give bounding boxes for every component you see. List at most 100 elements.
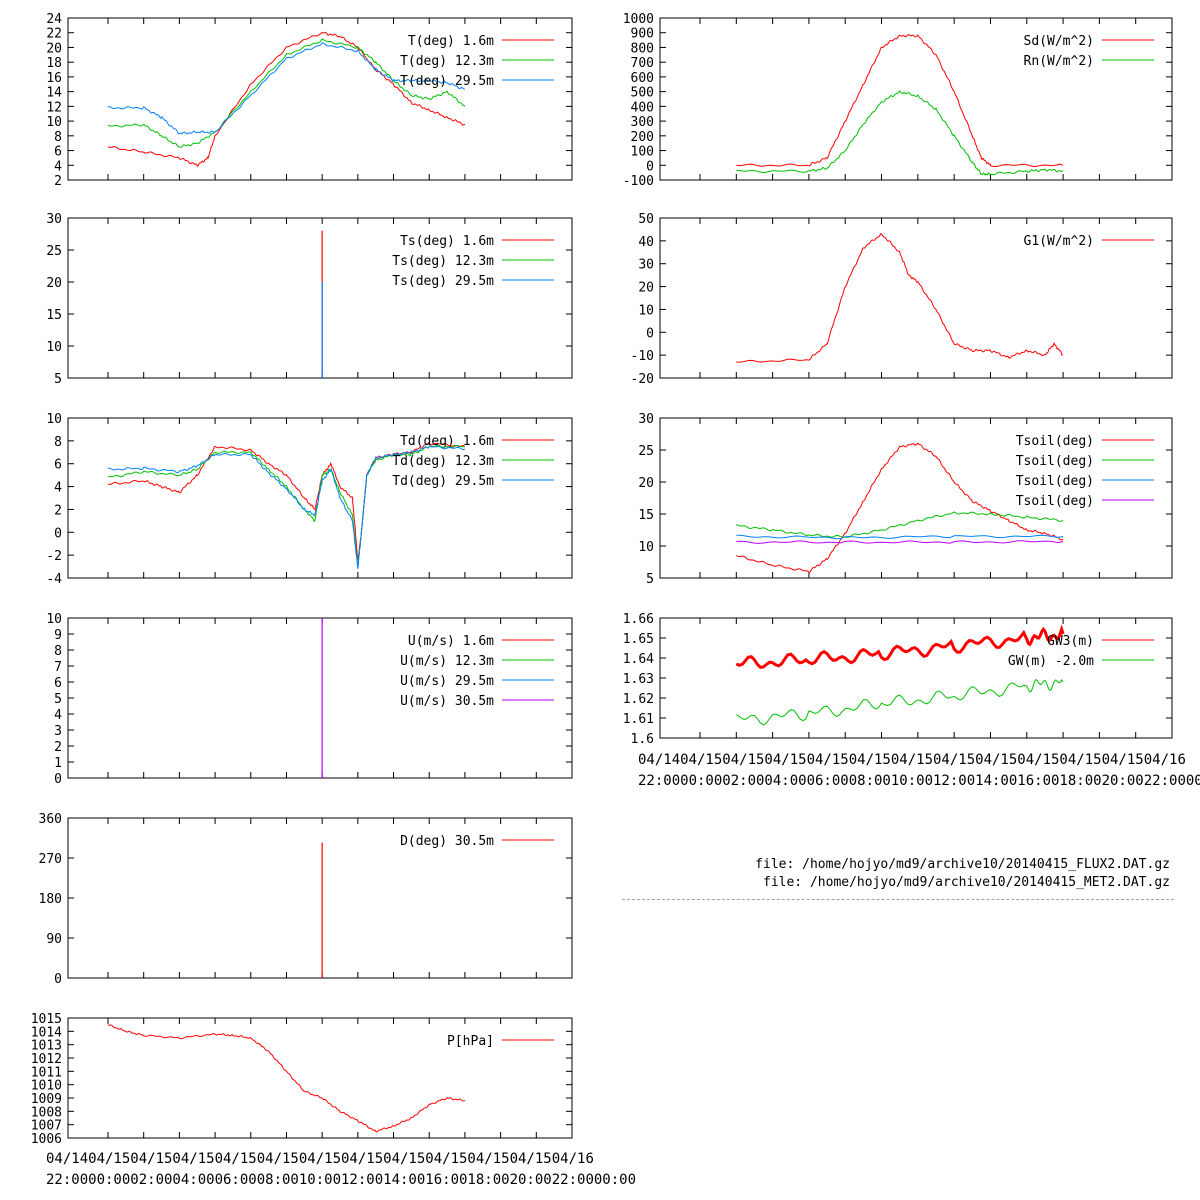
y-tick-label: 4: [54, 481, 62, 496]
series-line: [108, 445, 466, 569]
legend-label: U(m/s) 1.6m: [408, 634, 494, 649]
y-tick-label: 700: [631, 56, 654, 71]
x-tick-label-date: 04/1404/1504/1504/1504/1504/1504/1504/15…: [638, 752, 1186, 768]
series-line: [736, 678, 1064, 726]
legend-label: Sd(W/m^2): [1024, 34, 1094, 49]
y-tick-label: 10: [46, 412, 62, 427]
y-tick-label: 30: [46, 212, 62, 227]
y-tick-label: 10: [46, 612, 62, 627]
plot-frame: [67, 17, 573, 181]
y-tick-label: 12: [46, 100, 62, 115]
y-tick-label: 25: [638, 444, 654, 459]
y-tick-label: 8: [54, 435, 62, 450]
y-tick-label: 10: [46, 115, 62, 130]
legend-label: P[hPa]: [447, 1034, 494, 1049]
y-tick-label: 5: [646, 572, 654, 587]
chart-pressure: 1006100710081009101010111012101310141015…: [31, 1012, 573, 1147]
y-tick-label: 1000: [623, 12, 654, 27]
y-tick-label: 40: [638, 235, 654, 250]
y-tick-label: 1007: [31, 1119, 62, 1134]
y-tick-label: -2: [46, 549, 62, 564]
y-tick-label: 30: [638, 258, 654, 273]
y-tick-label: 1014: [31, 1025, 62, 1040]
y-tick-label: 15: [638, 508, 654, 523]
chart-ground-heat-flux: -20 -10 0 10 20 30 40 50 G1(W/m^2): [631, 212, 1173, 387]
legend-label: Tsoil(deg): [1016, 494, 1094, 509]
y-tick-label: 20: [638, 476, 654, 491]
plot-frame: [659, 17, 1173, 181]
legend-label: T(deg) 12.3m: [400, 54, 494, 69]
plot-frame: [67, 1017, 573, 1139]
series-line: [107, 1024, 465, 1133]
y-tick-label: 100: [631, 145, 654, 160]
y-tick-label: 20: [46, 276, 62, 291]
y-tick-label: 1.6: [631, 732, 654, 747]
series-line: [736, 233, 1064, 363]
y-tick-label: 500: [631, 86, 654, 101]
series-line: [736, 511, 1064, 538]
y-tick-label: 900: [631, 27, 654, 42]
legend-label: GW3(m): [1047, 634, 1094, 649]
y-tick-label: 20: [46, 41, 62, 56]
y-tick-label: 2: [54, 740, 62, 755]
y-tick-label: 0: [54, 972, 62, 987]
plot-frame: [67, 417, 573, 579]
y-tick-label: 10: [638, 303, 654, 318]
y-tick-label: 1009: [31, 1092, 62, 1107]
y-tick-label: 0: [54, 772, 62, 787]
y-tick-label: 8: [54, 644, 62, 659]
plot-frame: [659, 417, 1173, 579]
y-tick-label: 1011: [31, 1065, 62, 1080]
y-tick-label: 20: [638, 281, 654, 296]
file-path-met: file: /home/hojyo/md9/archive10/20140415…: [763, 875, 1170, 890]
y-tick-label: 1012: [31, 1052, 62, 1067]
y-tick-label: 6: [54, 676, 62, 691]
y-tick-label: 1010: [31, 1079, 62, 1094]
legend-label: T(deg) 1.6m: [408, 34, 494, 49]
y-tick-label: 9: [54, 628, 62, 643]
y-tick-label: 2: [54, 174, 62, 189]
x-tick-label-time: 22:0000:0002:0004:0006:0008:0010:0012:00…: [46, 1172, 636, 1188]
y-tick-label: 4: [54, 159, 62, 174]
plot-frame: [67, 817, 573, 979]
plot-frame: [659, 217, 1173, 379]
file-path-flux: file: /home/hojyo/md9/archive10/20140415…: [755, 857, 1170, 872]
plot-frame: [67, 217, 573, 379]
legend-label: T(deg) 29.5m: [400, 74, 494, 89]
series-line: [736, 534, 1064, 540]
legend-label: U(m/s) 12.3m: [400, 654, 494, 669]
legend-label: G1(W/m^2): [1024, 234, 1094, 249]
y-tick-label: 0: [646, 159, 654, 174]
x-tick-label-date: 04/1404/1504/1504/1504/1504/1504/1504/15…: [46, 1151, 594, 1167]
y-tick-label: 1015: [31, 1012, 62, 1027]
y-tick-label: 3: [54, 724, 62, 739]
y-tick-label: 5: [54, 692, 62, 707]
chart-wind-direction: 0 90 180 270 360 D(deg) 30.5m: [39, 812, 573, 987]
y-tick-label: 6: [54, 145, 62, 160]
y-tick-label: 6: [54, 458, 62, 473]
y-tick-label: 30: [638, 412, 654, 427]
y-tick-label: -100: [623, 174, 654, 189]
legend-label: Ts(deg) 29.5m: [392, 274, 494, 289]
legend-label: Td(deg) 12.3m: [392, 454, 494, 469]
y-tick-label: 400: [631, 100, 654, 115]
series-line: [736, 540, 1064, 544]
y-tick-label: 1008: [31, 1105, 62, 1120]
series-line: [735, 624, 1065, 670]
chart-soil-temperature: 5 10 15 20 25 30 Tsoil(deg) Tsoil(deg) Tsoil(deg…: [638, 412, 1173, 587]
legend-label: GW(m) -2.0m: [1008, 654, 1094, 669]
y-tick-label: 1006: [31, 1132, 62, 1147]
y-tick-label: 90: [46, 932, 62, 947]
separator: [622, 899, 1174, 900]
y-tick-label: 1.63: [623, 672, 654, 687]
y-tick-label: 300: [631, 115, 654, 130]
legend-label: Tsoil(deg): [1016, 474, 1094, 489]
series-line: [736, 90, 1064, 176]
legend-label: U(m/s) 30.5m: [400, 694, 494, 709]
y-tick-label: 1.64: [623, 652, 654, 667]
x-tick-label-time: 22:0000:0002:0004:0006:0008:0010:0012:00…: [638, 773, 1200, 789]
